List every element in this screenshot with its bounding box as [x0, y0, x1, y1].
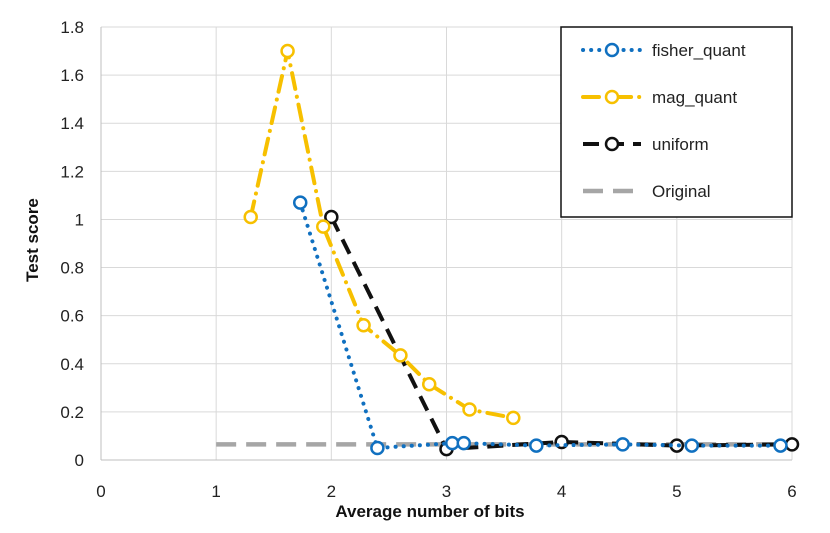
legend-label-uniform: uniform [652, 135, 709, 154]
data-point-mag-quant [393, 348, 408, 363]
y-tick-label: 1 [75, 210, 84, 229]
tick-labels: 0 1 2 3 4 5 6 0 0.2 0.4 0.6 0.8 1 1.2 1.4 1.6 1.8 [60, 18, 796, 501]
x-tick-label: 4 [557, 482, 566, 501]
series-line-mag-quant [248, 49, 516, 420]
x-tick-label: 0 [96, 482, 105, 501]
legend-item-mag-quant: mag_quant [581, 88, 737, 107]
legend-label-mag-quant: mag_quant [652, 88, 737, 107]
data-point-uniform [324, 209, 339, 225]
y-tick-label: 0 [75, 451, 84, 470]
data-point-mag-quant [316, 219, 331, 234]
legend-box [560, 26, 793, 218]
legend-marker-mag-quant [604, 89, 620, 105]
legend-item-uniform: uniform [583, 135, 709, 154]
data-point-uniform [784, 437, 800, 452]
legend-marker-uniform [604, 136, 620, 152]
y-tick-label: 0.6 [60, 307, 84, 326]
legend-label-original: Original [652, 182, 711, 201]
y-tick-label: 0.4 [60, 355, 84, 374]
data-point-fisher-quant [615, 437, 630, 452]
data-point-mag-quant [243, 209, 258, 225]
y-tick-label: 1.8 [60, 18, 84, 37]
series-group [216, 43, 800, 457]
legend-marker-fisher-quant [604, 42, 620, 58]
x-tick-label: 6 [787, 482, 796, 501]
legend-item-original: Original [583, 182, 711, 201]
series-fisher-quant [292, 195, 788, 456]
data-point-mag-quant [356, 318, 371, 333]
series-line-fisher-quant [298, 200, 783, 450]
x-tick-label: 5 [672, 482, 681, 501]
y-tick-label: 0.8 [60, 259, 84, 278]
data-point-mag-quant [506, 410, 521, 426]
legend-label-fisher-quant: fisher_quant [652, 41, 746, 60]
y-tick-label: 1.6 [60, 66, 84, 85]
axes [100, 27, 792, 461]
series-uniform [324, 209, 800, 457]
series-mag-quant [243, 43, 521, 426]
data-point-fisher-quant [370, 440, 385, 456]
data-point-fisher-quant [292, 195, 308, 210]
x-tick-label: 2 [327, 482, 336, 501]
series-line-uniform [329, 216, 793, 452]
data-point-fisher-quant [445, 435, 460, 451]
x-tick-label: 1 [211, 482, 220, 501]
data-point-fisher-quant [773, 438, 788, 453]
data-point-fisher-quant [529, 438, 544, 453]
data-point-mag-quant [280, 43, 295, 59]
data-point-fisher-quant [684, 438, 700, 453]
x-tick-label: 3 [442, 482, 451, 501]
data-point-mag-quant [421, 376, 437, 392]
data-point-mag-quant [462, 402, 477, 417]
x-axis-title: Average number of bits [335, 502, 524, 521]
y-tick-label: 1.4 [60, 114, 84, 133]
y-axis-title: Test score [23, 198, 42, 282]
data-point-fisher-quant [456, 435, 472, 451]
y-tick-label: 1.2 [60, 162, 84, 181]
y-tick-label: 0.2 [60, 403, 84, 422]
legend-item-fisher-quant: fisher_quant [581, 41, 746, 60]
